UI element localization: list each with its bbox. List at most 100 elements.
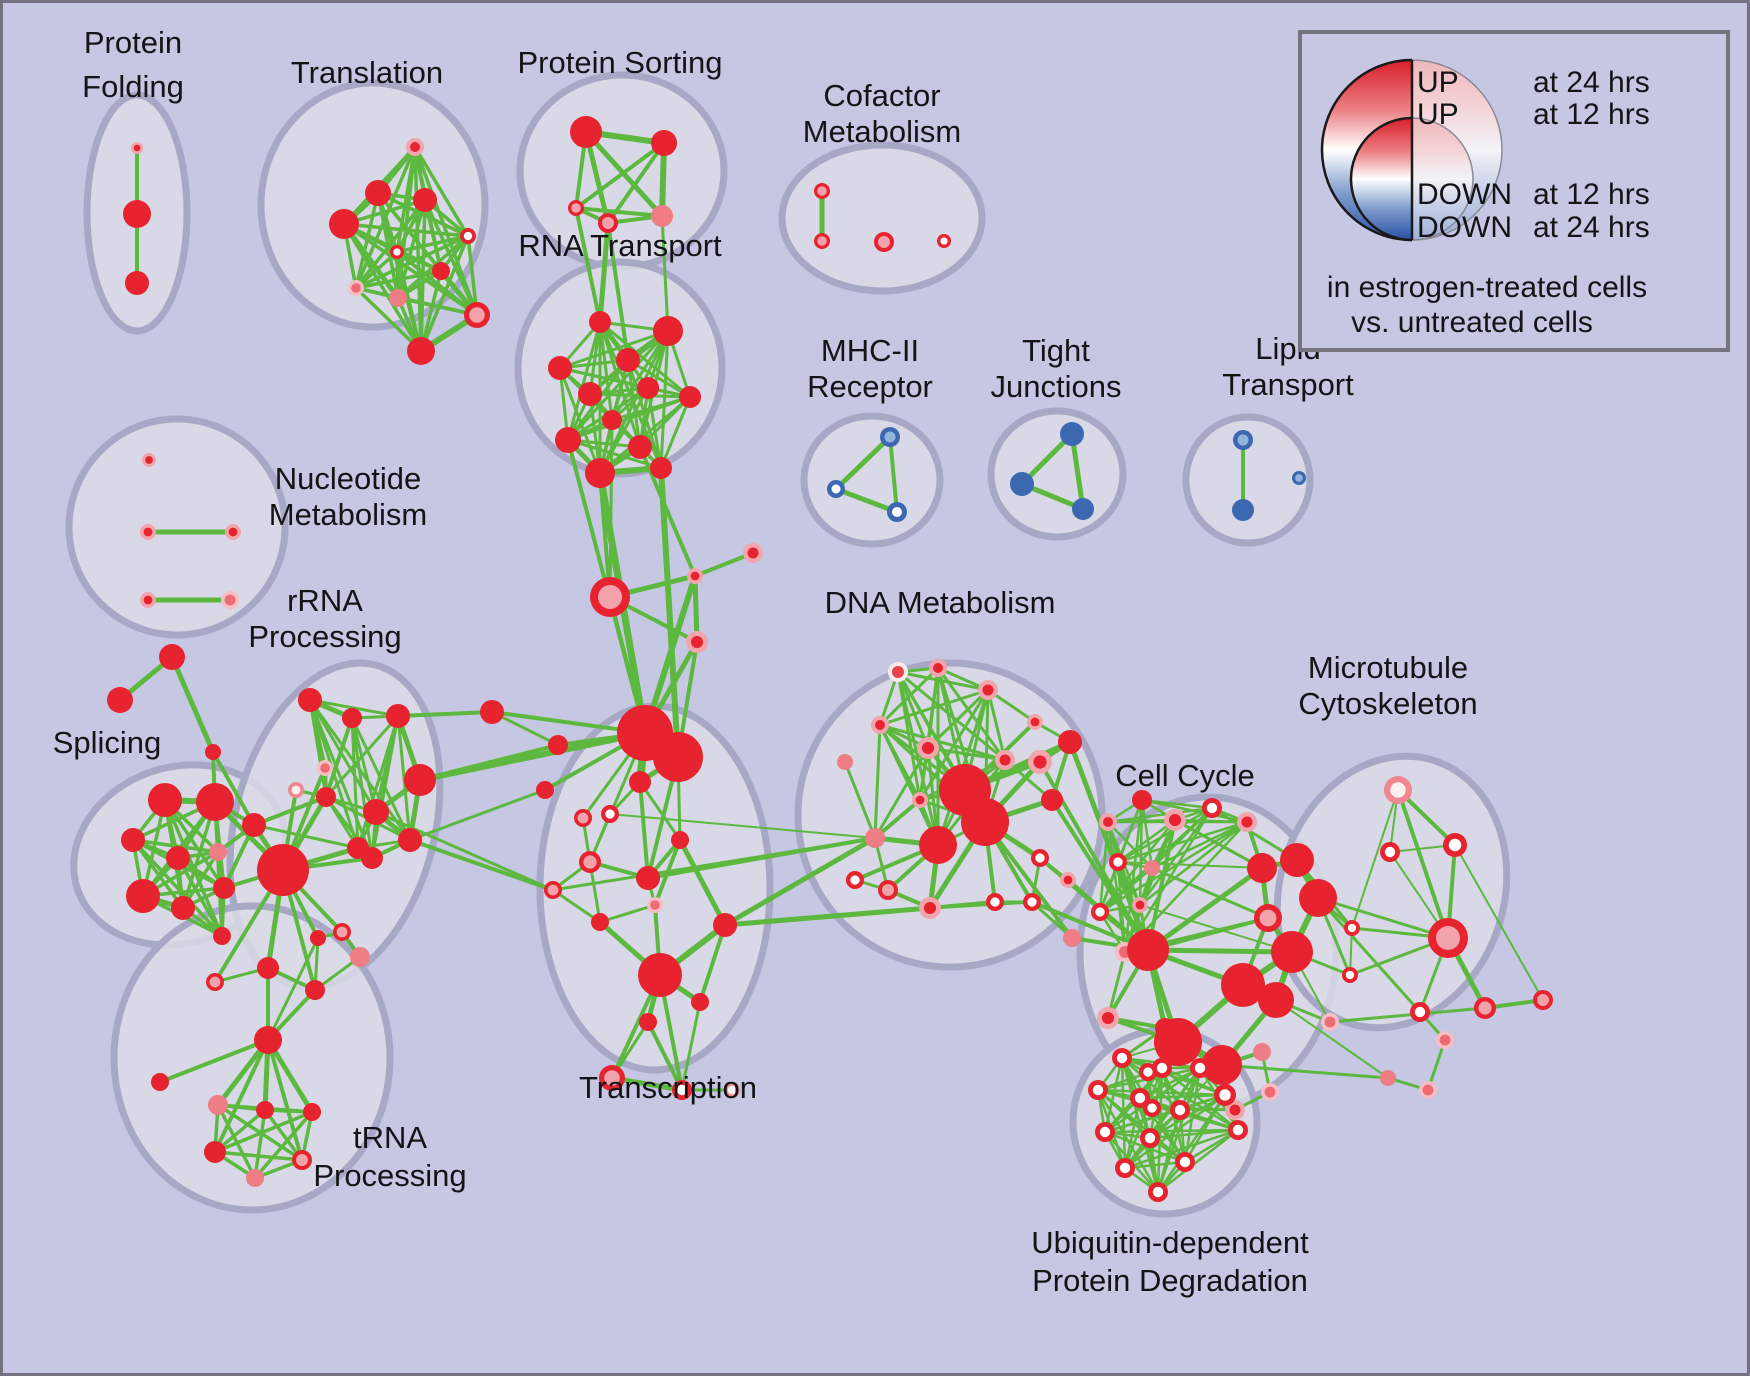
gene-node[interactable] xyxy=(151,1073,169,1091)
gene-node[interactable] xyxy=(121,828,145,852)
gene-node[interactable] xyxy=(919,826,957,864)
gene-node[interactable] xyxy=(1280,843,1314,877)
gene-node[interactable] xyxy=(1144,860,1160,876)
gene-node[interactable] xyxy=(1010,472,1034,496)
gene-node[interactable] xyxy=(616,348,640,372)
gene-node[interactable] xyxy=(961,798,1009,846)
gene-node[interactable] xyxy=(413,188,437,212)
gene-node-core xyxy=(547,884,559,896)
gene-node[interactable] xyxy=(1154,1018,1202,1066)
gene-node[interactable] xyxy=(1041,789,1063,811)
gene-node-core xyxy=(982,684,994,696)
gene-node[interactable] xyxy=(653,316,683,346)
gene-node[interactable] xyxy=(298,688,322,712)
gene-node[interactable] xyxy=(350,947,370,967)
gene-node[interactable] xyxy=(578,382,602,406)
gene-node[interactable] xyxy=(1380,1070,1396,1086)
gene-node[interactable] xyxy=(1127,929,1169,971)
gene-node[interactable] xyxy=(671,831,689,849)
gene-node[interactable] xyxy=(713,913,737,937)
gene-node[interactable] xyxy=(585,458,615,488)
gene-node[interactable] xyxy=(196,783,234,821)
gene-node[interactable] xyxy=(305,980,325,1000)
gene-node[interactable] xyxy=(865,828,885,848)
gene-node[interactable] xyxy=(1299,879,1337,917)
gene-node[interactable] xyxy=(166,846,190,870)
gene-node[interactable] xyxy=(125,271,149,295)
edge xyxy=(1138,820,1249,907)
gene-node[interactable] xyxy=(691,993,709,1011)
gene-node[interactable] xyxy=(555,427,581,453)
gene-node[interactable] xyxy=(650,457,672,479)
gene-node[interactable] xyxy=(310,930,326,946)
gene-node[interactable] xyxy=(213,877,235,899)
gene-node[interactable] xyxy=(548,356,572,380)
gene-node[interactable] xyxy=(256,1101,274,1119)
gene-node[interactable] xyxy=(1060,422,1084,446)
gene-node[interactable] xyxy=(636,866,660,890)
gene-node[interactable] xyxy=(628,435,652,459)
gene-node[interactable] xyxy=(1132,790,1152,810)
gene-node[interactable] xyxy=(342,708,362,728)
gene-node[interactable] xyxy=(637,377,659,399)
gene-node[interactable] xyxy=(639,1013,657,1031)
gene-node[interactable] xyxy=(126,879,160,913)
gene-node[interactable] xyxy=(386,704,410,728)
edge xyxy=(1316,896,1450,940)
gene-node[interactable] xyxy=(591,913,609,931)
gene-node[interactable] xyxy=(570,116,602,148)
gene-node[interactable] xyxy=(398,828,422,852)
gene-node[interactable] xyxy=(1253,1043,1271,1061)
gene-node[interactable] xyxy=(480,700,504,724)
gene-node[interactable] xyxy=(242,813,266,837)
gene-node[interactable] xyxy=(257,844,309,896)
gene-node[interactable] xyxy=(589,311,611,333)
gene-node[interactable] xyxy=(1202,1045,1242,1085)
gene-node[interactable] xyxy=(1247,853,1277,883)
gene-node[interactable] xyxy=(159,644,185,670)
gene-node[interactable] xyxy=(107,687,133,713)
gene-node[interactable] xyxy=(329,209,359,239)
gene-node[interactable] xyxy=(536,781,554,799)
gene-node[interactable] xyxy=(651,130,677,156)
gene-node[interactable] xyxy=(205,744,221,760)
legend-circle-left-outline xyxy=(1349,116,1413,242)
gene-node[interactable] xyxy=(148,783,182,817)
gene-node[interactable] xyxy=(209,843,227,861)
gene-node[interactable] xyxy=(316,787,336,807)
gene-node[interactable] xyxy=(213,927,231,945)
gene-node[interactable] xyxy=(1058,730,1082,754)
gene-node[interactable] xyxy=(602,410,622,430)
gene-node[interactable] xyxy=(653,732,703,782)
gene-node-core xyxy=(291,785,301,795)
gene-node[interactable] xyxy=(363,799,389,825)
gene-node[interactable] xyxy=(1271,931,1313,973)
gene-node[interactable] xyxy=(204,1141,226,1163)
gene-node[interactable] xyxy=(1232,499,1254,521)
edge xyxy=(169,654,216,755)
gene-node[interactable] xyxy=(548,735,568,755)
gene-node[interactable] xyxy=(837,754,853,770)
gene-node[interactable] xyxy=(407,337,435,365)
gene-node[interactable] xyxy=(432,262,450,280)
gene-node[interactable] xyxy=(1063,929,1081,947)
gene-node[interactable] xyxy=(254,1026,282,1054)
gene-node[interactable] xyxy=(123,200,151,228)
gene-node[interactable] xyxy=(208,1095,228,1115)
gene-node[interactable] xyxy=(361,847,383,869)
gene-node[interactable] xyxy=(1221,963,1265,1007)
gene-node[interactable] xyxy=(404,764,436,796)
gene-node[interactable] xyxy=(365,180,391,206)
gene-node[interactable] xyxy=(389,289,407,307)
gene-node[interactable] xyxy=(303,1103,321,1121)
gene-node[interactable] xyxy=(629,771,651,793)
gene-node[interactable] xyxy=(257,957,279,979)
gene-node[interactable] xyxy=(1072,498,1094,520)
gene-node[interactable] xyxy=(171,896,195,920)
gene-node[interactable] xyxy=(638,953,682,997)
gene-node-core xyxy=(1179,1156,1191,1168)
gene-node[interactable] xyxy=(1258,982,1294,1018)
gene-node[interactable] xyxy=(679,386,701,408)
gene-node[interactable] xyxy=(246,1169,264,1187)
gene-node[interactable] xyxy=(651,205,673,227)
